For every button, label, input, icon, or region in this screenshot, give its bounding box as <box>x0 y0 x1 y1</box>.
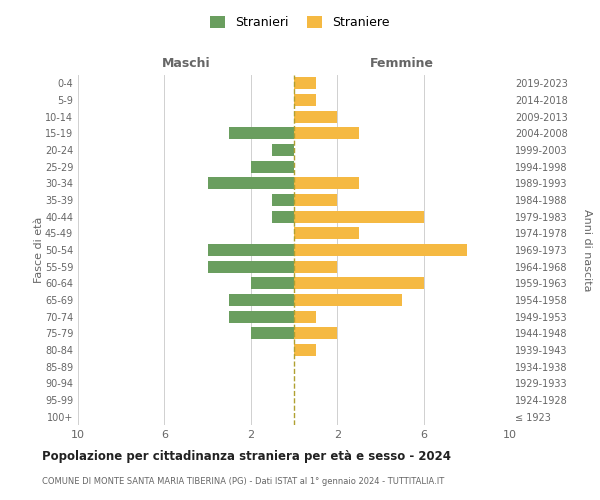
Text: Popolazione per cittadinanza straniera per età e sesso - 2024: Popolazione per cittadinanza straniera p… <box>42 450 451 463</box>
Bar <box>294 110 337 122</box>
Bar <box>229 310 294 322</box>
Bar <box>294 328 337 340</box>
Bar <box>229 128 294 140</box>
Bar <box>294 194 337 206</box>
Bar <box>294 78 316 90</box>
Bar <box>294 128 359 140</box>
Bar <box>294 228 359 239</box>
Y-axis label: Anni di nascita: Anni di nascita <box>581 208 592 291</box>
Bar <box>208 260 294 272</box>
Bar <box>294 178 359 190</box>
Text: Femmine: Femmine <box>370 57 434 70</box>
Bar <box>272 194 294 206</box>
Text: COMUNE DI MONTE SANTA MARIA TIBERINA (PG) - Dati ISTAT al 1° gennaio 2024 - TUTT: COMUNE DI MONTE SANTA MARIA TIBERINA (PG… <box>42 478 444 486</box>
Text: Maschi: Maschi <box>161 57 211 70</box>
Bar <box>294 260 337 272</box>
Bar <box>294 310 316 322</box>
Bar <box>294 210 424 222</box>
Bar <box>272 210 294 222</box>
Bar <box>294 278 424 289</box>
Bar <box>251 328 294 340</box>
Bar <box>294 344 316 356</box>
Bar <box>251 278 294 289</box>
Bar <box>208 178 294 190</box>
Bar <box>272 144 294 156</box>
Bar <box>229 294 294 306</box>
Bar <box>251 160 294 172</box>
Bar <box>294 94 316 106</box>
Y-axis label: Fasce di età: Fasce di età <box>34 217 44 283</box>
Legend: Stranieri, Straniere: Stranieri, Straniere <box>205 11 395 34</box>
Bar <box>208 244 294 256</box>
Bar <box>294 244 467 256</box>
Bar <box>294 294 402 306</box>
